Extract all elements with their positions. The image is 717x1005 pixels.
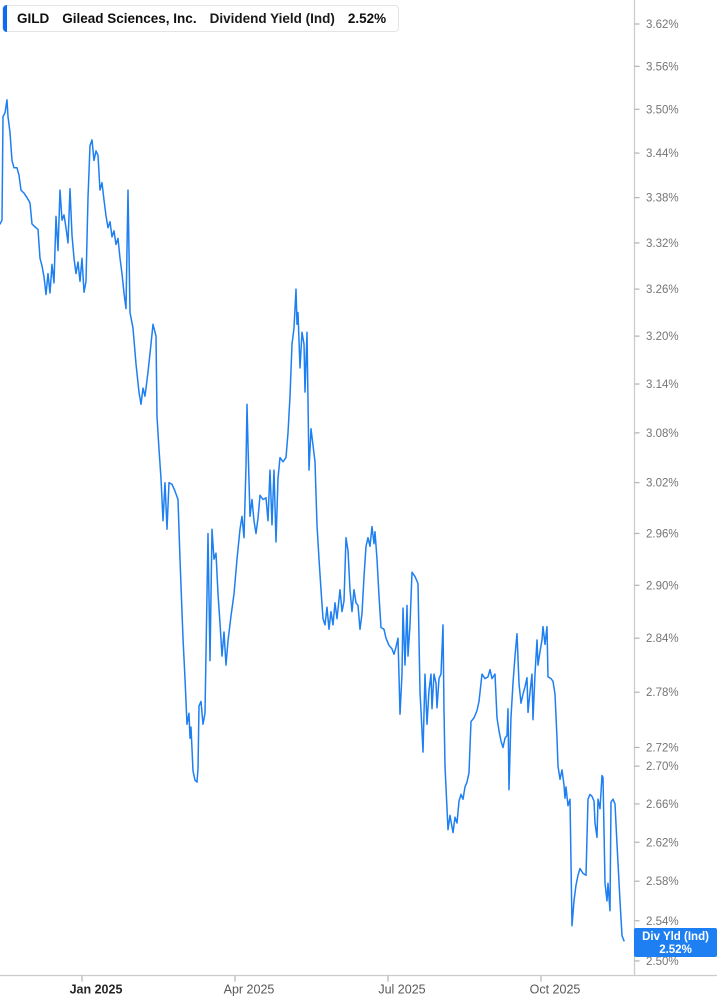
y-axis-label: 2.72% <box>646 742 679 754</box>
ticker-symbol: GILD <box>17 11 50 26</box>
y-axis-label: 2.78% <box>646 687 679 699</box>
y-axis-label: 3.56% <box>646 61 679 73</box>
y-axis-label: 3.44% <box>646 148 679 160</box>
y-axis-label: 2.54% <box>646 916 679 928</box>
y-axis-label: 2.62% <box>646 837 679 849</box>
y-axis-label: 3.20% <box>646 331 679 343</box>
y-axis-label: 2.96% <box>646 528 679 540</box>
y-axis-label: 2.90% <box>646 580 679 592</box>
y-axis-label: 2.70% <box>646 761 679 773</box>
y-axis-label: 3.32% <box>646 238 679 250</box>
y-axis-label: 3.02% <box>646 478 679 490</box>
x-axis-label: Jul 2025 <box>378 983 425 997</box>
current-value-badge <box>634 928 717 957</box>
y-axis-label: 2.50% <box>646 956 679 968</box>
y-axis-label: 3.38% <box>646 193 679 205</box>
y-axis-label: 2.84% <box>646 633 679 645</box>
metric-value: 2.52% <box>347 11 387 26</box>
company-name: Gilead Sciences, Inc. <box>62 11 197 26</box>
y-axis-label: 3.50% <box>646 104 679 116</box>
badge-metric-label: Div Yld (Ind) <box>642 931 709 943</box>
y-axis-label: 2.58% <box>646 876 679 888</box>
y-axis-label: 3.26% <box>646 284 679 296</box>
y-axis-label: 3.14% <box>646 379 679 391</box>
x-axis-label: Oct 2025 <box>530 983 581 997</box>
yield-line <box>0 99 625 942</box>
y-axis-label: 3.08% <box>646 428 679 440</box>
accent-bar <box>3 5 7 32</box>
y-axis-label: 2.66% <box>646 799 679 811</box>
y-axis-label: 3.62% <box>646 19 679 31</box>
symbol-header[interactable]: GILD Gilead Sciences, Inc. Dividend Yiel… <box>2 5 400 32</box>
badge-value: 2.52% <box>659 944 692 956</box>
x-axis-label: Jan 2025 <box>70 983 123 997</box>
metric-name: Dividend Yield (Ind) <box>209 11 335 26</box>
x-axis-label: Apr 2025 <box>224 983 275 997</box>
